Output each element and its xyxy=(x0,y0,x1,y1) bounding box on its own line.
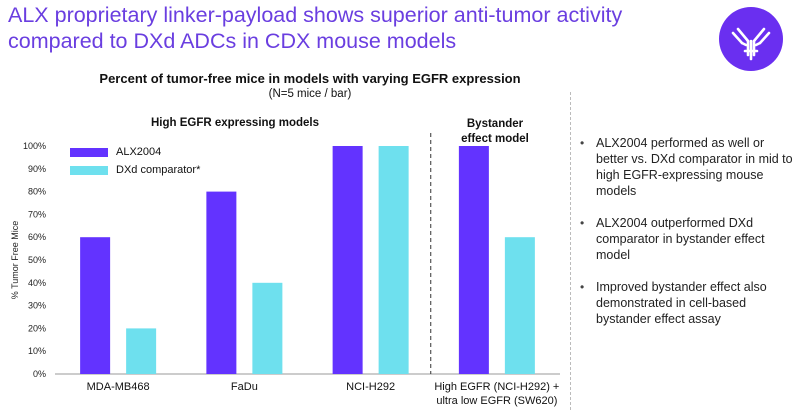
bullet-list: • ALX2004 performed as well or better vs… xyxy=(580,135,795,343)
bar-dxd-comparator xyxy=(378,146,409,374)
y-tick-label: 10% xyxy=(28,346,46,356)
legend-item-dxd: DXd comparator* xyxy=(70,161,200,179)
slide-headline: ALX proprietary linker-payload shows sup… xyxy=(8,3,623,53)
y-tick-label: 40% xyxy=(28,278,46,288)
x-category-label: NCI-H292 xyxy=(346,381,395,393)
antibody-logo xyxy=(719,7,783,71)
bar-dxd-comparator xyxy=(504,237,535,374)
legend-swatch-dxd xyxy=(70,165,108,175)
legend-swatch-alx2004 xyxy=(70,147,108,157)
bullet-item: • ALX2004 outperformed DXd comparator in… xyxy=(580,215,795,263)
y-tick-label: 60% xyxy=(28,232,46,242)
group-label-bystander: Bystander effect model xyxy=(461,118,529,145)
legend-label-alx2004: ALX2004 xyxy=(116,146,162,158)
chart-subtitle: (N=5 mice / bar) xyxy=(268,88,352,100)
group-label-high-egfr: High EGFR expressing models xyxy=(150,117,320,129)
bar-dxd-comparator xyxy=(252,282,283,374)
legend-item-alx2004: ALX2004 xyxy=(70,143,200,161)
y-tick-label: 30% xyxy=(28,301,46,311)
y-tick-label: 90% xyxy=(28,164,46,174)
bullet-dot: • xyxy=(580,216,585,230)
y-tick-label: 100% xyxy=(23,141,46,151)
antibody-icon xyxy=(731,27,771,61)
y-axis-title: % Tumor Free Mice xyxy=(10,221,20,300)
bar-alx2004 xyxy=(458,146,489,374)
x-category-label: High EGFR (NCI-H292) + xyxy=(434,381,559,393)
y-tick-label: 50% xyxy=(28,255,46,265)
x-category-label: FaDu xyxy=(231,381,258,393)
bar-dxd-comparator xyxy=(126,328,157,374)
bullet-text: ALX2004 outperformed DXd comparator in b… xyxy=(596,216,765,262)
bullet-dot: • xyxy=(580,136,585,150)
section-divider xyxy=(570,92,571,410)
chart-legend: ALX2004 DXd comparator* xyxy=(70,143,200,179)
bar-alx2004 xyxy=(206,191,237,374)
y-tick-label: 80% xyxy=(28,187,46,197)
bar-alx2004 xyxy=(80,237,111,374)
bullet-text: Improved bystander effect also demonstra… xyxy=(596,280,767,326)
y-tick-label: 70% xyxy=(28,209,46,219)
y-tick-label: 0% xyxy=(33,369,46,379)
legend-label-dxd: DXd comparator* xyxy=(116,164,201,176)
bullet-dot: • xyxy=(580,280,585,294)
bullet-text: ALX2004 performed as well or better vs. … xyxy=(596,136,793,198)
bar-alx2004 xyxy=(332,146,363,374)
y-tick-label: 20% xyxy=(28,323,46,333)
bullet-item: • ALX2004 performed as well or better vs… xyxy=(580,135,795,199)
bullet-item: • Improved bystander effect also demonst… xyxy=(580,279,795,327)
chart-title: Percent of tumor-free mice in models wit… xyxy=(99,71,521,86)
x-category-label: MDA-MB468 xyxy=(87,381,150,393)
x-category-label: ultra low EGFR (SW620) xyxy=(436,395,557,407)
